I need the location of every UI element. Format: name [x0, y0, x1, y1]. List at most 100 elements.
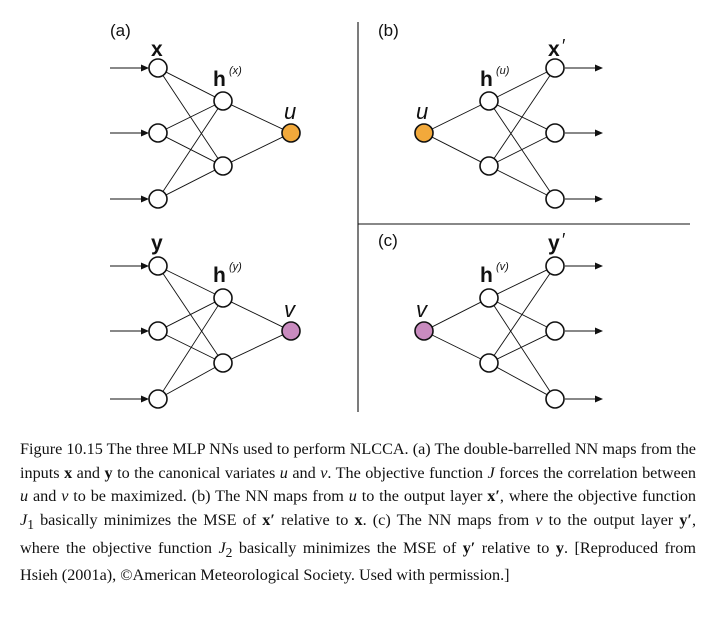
label-xprime: x: [548, 38, 560, 61]
output-node-xprime: [545, 189, 565, 209]
caption-subscript: 1: [27, 517, 34, 533]
output-node-yprime: [545, 389, 565, 409]
caption-text: Figure 10.15 The three MLP NNs used to p…: [20, 440, 696, 482]
edge-hy-to-v: [230, 301, 284, 328]
caption-text: to the output layer: [542, 510, 680, 529]
caption-math: v: [320, 463, 328, 482]
output-node-xprime: [545, 123, 565, 143]
caption-text: . (c) The NN maps from: [362, 510, 536, 529]
label-hu: h: [480, 68, 493, 91]
caption-text: relative to: [475, 538, 556, 557]
edge-y-to-hy: [162, 305, 219, 392]
label-hx: h: [213, 68, 226, 91]
caption-text: , where the objective function: [499, 487, 697, 506]
edge-hv-to-yprime: [496, 334, 548, 360]
caption-text: forces the correlation between: [494, 463, 697, 482]
caption-text: . [Reproduced from Hsieh (2001a), ©Ameri…: [20, 538, 696, 585]
hidden-node-hx: [213, 156, 233, 176]
input-node-y: [148, 321, 168, 341]
output-node-yprime: [545, 256, 565, 276]
caption-math: y: [104, 463, 113, 482]
caption-math: u: [348, 487, 357, 506]
input-node-x: [148, 123, 168, 143]
caption-text: and: [72, 463, 105, 482]
label-v-a: v: [284, 297, 297, 322]
caption-math: y: [555, 538, 564, 557]
edge-u-to-hu: [431, 104, 482, 130]
caption-text: basically minimizes the MSE of: [232, 538, 463, 557]
nlcca-network-diagram: (a) x h (x) u y h (y) v (b) u h (u) x ′ …: [110, 21, 690, 412]
label-x: x: [151, 38, 163, 61]
edge-hx-to-u: [230, 104, 284, 130]
caption-text: to the canonical variates: [112, 463, 280, 482]
edge-y-to-hy: [165, 301, 216, 328]
label-yprime-mark: ′: [562, 230, 566, 250]
edge-hx-to-u: [230, 136, 284, 163]
caption-math: v: [535, 510, 543, 529]
caption-math: u: [20, 487, 29, 506]
caption-math: x: [354, 510, 363, 529]
hidden-node-hy: [213, 353, 233, 373]
label-hv-sup: (v): [496, 261, 509, 273]
canonical-node-u: [281, 123, 301, 143]
caption-math: u: [279, 463, 288, 482]
input-node-y: [148, 389, 168, 409]
caption-text: to be maximized. (b) The NN maps from: [68, 487, 349, 506]
edge-x-to-hx: [162, 108, 219, 192]
edge-y-to-hy: [165, 366, 216, 396]
hidden-node-hu: [479, 91, 499, 111]
caption-text: and: [287, 463, 321, 482]
label-hv: h: [480, 264, 493, 287]
label-hx-sup: (x): [229, 65, 242, 77]
output-node-yprime: [545, 321, 565, 341]
hidden-node-hy: [213, 288, 233, 308]
input-node-x: [148, 58, 168, 78]
edge-v-to-hv: [431, 334, 482, 360]
label-hu-sup: (u): [496, 65, 510, 77]
edge-hv-to-yprime: [493, 305, 551, 392]
edge-hu-to-xprime: [496, 71, 548, 98]
edge-hv-to-yprime: [496, 269, 548, 295]
label-y: y: [151, 232, 163, 255]
edge-x-to-hx: [165, 71, 216, 98]
caption-math: J: [487, 463, 495, 482]
panel-c-label: (c): [378, 231, 398, 250]
caption-math: J: [218, 538, 226, 557]
caption-math: y′: [679, 510, 692, 529]
network-edges: [162, 71, 551, 396]
output-node-xprime: [545, 58, 565, 78]
edge-v-to-hv: [431, 301, 482, 328]
label-hy: h: [213, 264, 226, 287]
input-node-x: [148, 189, 168, 209]
figure-caption: Figure 10.15 The three MLP NNs used to p…: [20, 438, 696, 588]
caption-math: x′: [487, 487, 500, 506]
caption-text: . The objective function: [327, 463, 488, 482]
caption-math: y′: [462, 538, 476, 557]
edge-x-to-hx: [165, 104, 216, 130]
input-node-y: [148, 256, 168, 276]
panel-a-label: (a): [110, 21, 131, 40]
label-u-a: u: [284, 99, 296, 124]
edge-hv-to-yprime: [493, 273, 551, 356]
caption-math: v: [61, 487, 69, 506]
edge-hy-to-v: [230, 334, 284, 360]
caption-text: basically minimizes the MSE of: [33, 510, 263, 529]
edge-x-to-hx: [165, 169, 216, 196]
canonical-node-u-b: [414, 123, 434, 143]
edge-hu-to-xprime: [493, 75, 551, 159]
caption-text: , where the objective function: [20, 510, 697, 557]
canonical-node-v-c: [414, 321, 434, 341]
network-nodes: [148, 58, 565, 409]
label-xprime-mark: ′: [562, 36, 566, 56]
caption-math: J: [20, 510, 28, 529]
label-yprime: y: [548, 232, 560, 255]
caption-math: x: [64, 463, 73, 482]
edge-u-to-hu: [431, 136, 482, 163]
edge-y-to-hy: [165, 334, 216, 360]
hidden-node-hv: [479, 353, 499, 373]
label-v-c: v: [416, 297, 429, 322]
edge-hu-to-xprime: [496, 136, 548, 163]
canonical-node-v: [281, 321, 301, 341]
caption-text: relative to: [274, 510, 355, 529]
label-u-b: u: [416, 99, 428, 124]
